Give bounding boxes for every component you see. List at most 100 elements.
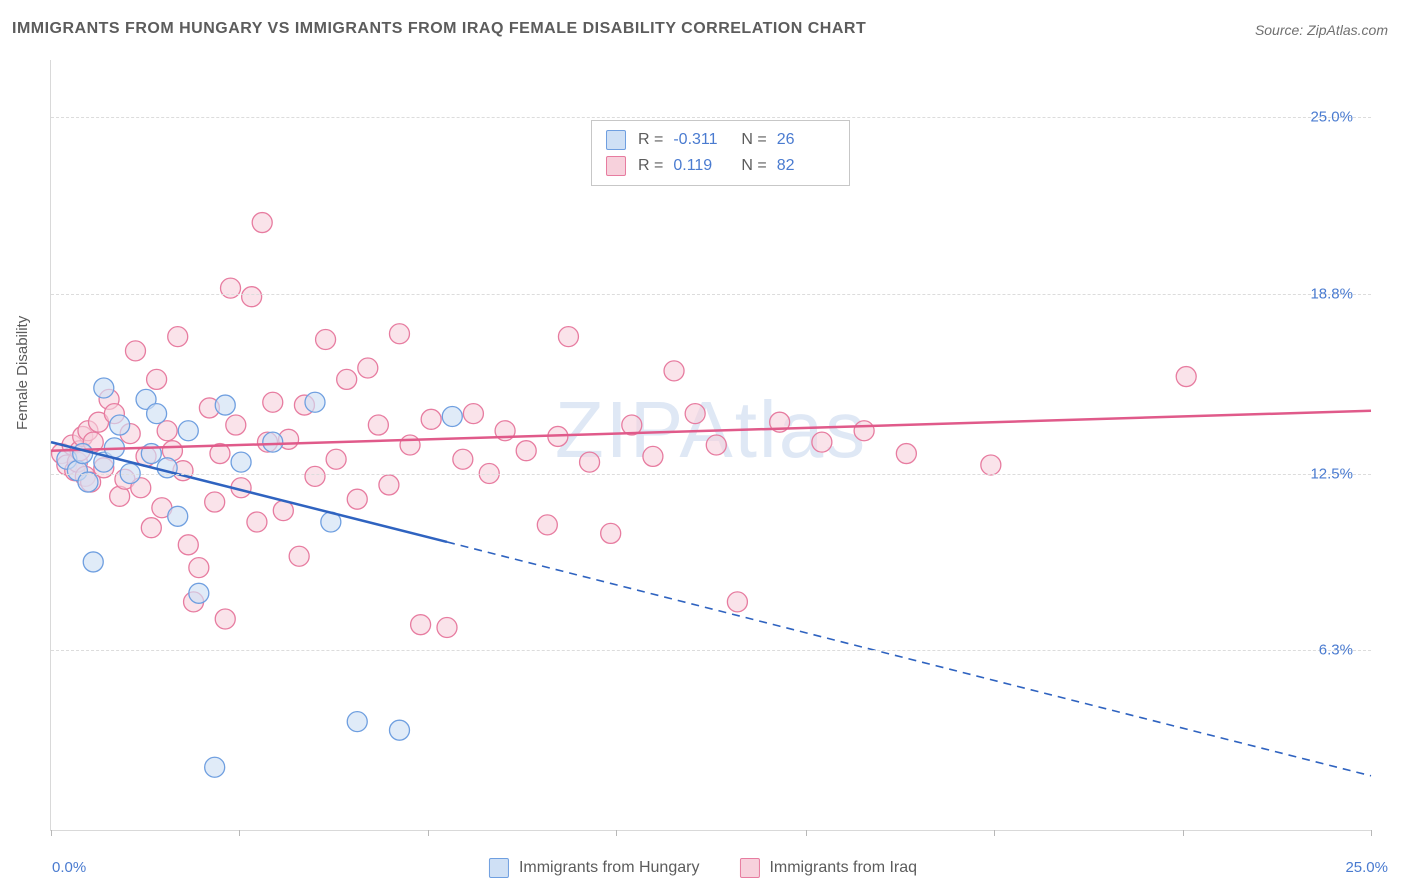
data-point (347, 712, 367, 732)
bottom-legend: Immigrants from Hungary Immigrants from … (489, 858, 917, 878)
data-point (205, 492, 225, 512)
data-point (215, 609, 235, 629)
x-tick (428, 830, 429, 836)
data-point (316, 329, 336, 349)
x-tick (616, 830, 617, 836)
data-point (78, 472, 98, 492)
data-point (389, 720, 409, 740)
data-point (453, 449, 473, 469)
data-point (1176, 367, 1196, 387)
r-label: R = (638, 127, 663, 153)
data-point (157, 458, 177, 478)
swatch-iraq (606, 156, 626, 176)
data-point (157, 421, 177, 441)
stats-row-iraq: R = 0.119 N = 82 (606, 153, 835, 179)
data-point (242, 287, 262, 307)
legend-item-iraq: Immigrants from Iraq (739, 858, 917, 878)
n-label: N = (741, 153, 766, 179)
stats-legend-box: R = -0.311 N = 26 R = 0.119 N = 82 (591, 120, 850, 186)
data-point (358, 358, 378, 378)
data-point (981, 455, 1001, 475)
gridline (51, 117, 1371, 118)
gridline (51, 474, 1371, 475)
chart-title: IMMIGRANTS FROM HUNGARY VS IMMIGRANTS FR… (12, 20, 866, 38)
x-min-label: 0.0% (52, 859, 86, 876)
data-point (706, 435, 726, 455)
y-axis-label: Female Disability (14, 316, 31, 430)
swatch-iraq (739, 858, 759, 878)
data-point (537, 515, 557, 535)
data-point (368, 415, 388, 435)
gridline (51, 650, 1371, 651)
data-point (516, 441, 536, 461)
swatch-hungary (489, 858, 509, 878)
x-tick (994, 830, 995, 836)
x-tick (51, 830, 52, 836)
data-point (463, 404, 483, 424)
data-point (110, 415, 130, 435)
x-tick (1371, 830, 1372, 836)
data-point (601, 523, 621, 543)
data-point (326, 449, 346, 469)
plot-area: ZIPAtlas R = -0.311 N = 26 R = 0.119 N =… (50, 60, 1371, 831)
data-point (442, 406, 462, 426)
data-point (147, 369, 167, 389)
data-point (252, 213, 272, 233)
x-tick (239, 830, 240, 836)
legend-item-hungary: Immigrants from Hungary (489, 858, 700, 878)
data-point (896, 444, 916, 464)
n-value-hungary: 26 (777, 127, 835, 153)
x-tick (806, 830, 807, 836)
gridline (51, 294, 1371, 295)
data-point (664, 361, 684, 381)
data-point (437, 618, 457, 638)
data-point (178, 421, 198, 441)
data-point (263, 432, 283, 452)
data-point (168, 506, 188, 526)
r-value-iraq: 0.119 (673, 153, 731, 179)
data-point (685, 404, 705, 424)
data-point (337, 369, 357, 389)
r-label: R = (638, 153, 663, 179)
data-point (400, 435, 420, 455)
data-point (221, 278, 241, 298)
x-max-label: 25.0% (1345, 859, 1388, 876)
data-point (305, 392, 325, 412)
data-point (231, 452, 251, 472)
data-point (305, 466, 325, 486)
data-point (215, 395, 235, 415)
data-point (189, 583, 209, 603)
data-point (389, 324, 409, 344)
source-label: Source: ZipAtlas.com (1255, 22, 1388, 38)
data-point (147, 404, 167, 424)
n-value-iraq: 82 (777, 153, 835, 179)
chart-container: IMMIGRANTS FROM HUNGARY VS IMMIGRANTS FR… (0, 0, 1406, 892)
data-point (94, 378, 114, 398)
data-point (247, 512, 267, 532)
data-point (263, 392, 283, 412)
trend-line (447, 542, 1371, 776)
data-point (289, 546, 309, 566)
y-tick-label: 6.3% (1319, 642, 1353, 659)
x-tick (1183, 830, 1184, 836)
data-point (83, 552, 103, 572)
data-point (727, 592, 747, 612)
data-point (580, 452, 600, 472)
data-point (812, 432, 832, 452)
data-point (205, 757, 225, 777)
data-point (178, 535, 198, 555)
data-point (411, 615, 431, 635)
r-value-hungary: -0.311 (673, 127, 731, 153)
stats-row-hungary: R = -0.311 N = 26 (606, 127, 835, 153)
data-point (168, 327, 188, 347)
data-point (854, 421, 874, 441)
data-point (643, 446, 663, 466)
data-point (558, 327, 578, 347)
data-point (226, 415, 246, 435)
data-point (421, 409, 441, 429)
legend-label-iraq: Immigrants from Iraq (769, 859, 917, 877)
data-point (379, 475, 399, 495)
data-point (125, 341, 145, 361)
y-tick-label: 12.5% (1310, 465, 1353, 482)
swatch-hungary (606, 130, 626, 150)
